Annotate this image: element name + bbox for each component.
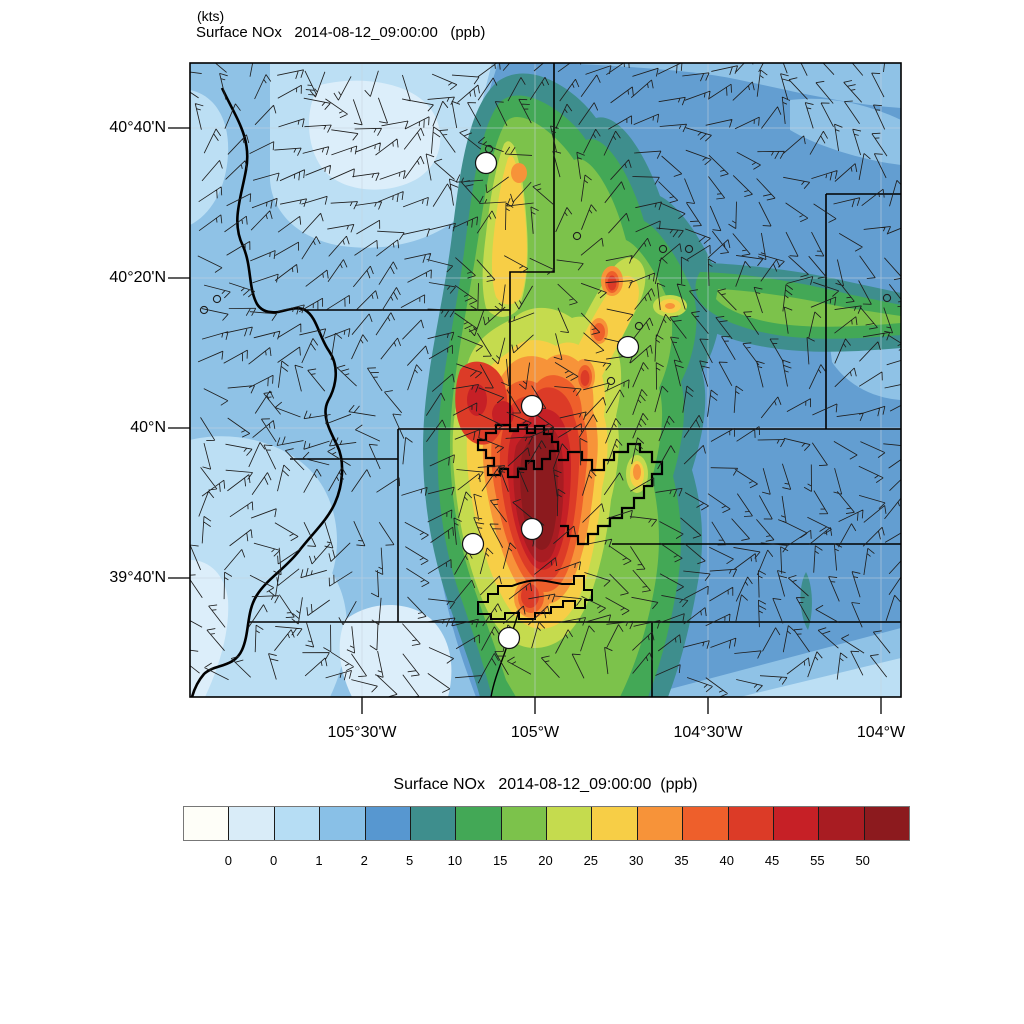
graticule-gridlines: [190, 63, 901, 697]
county-boundaries: [248, 63, 901, 697]
mountain-ridge-line: [190, 87, 520, 697]
colorbar-tick-label: 40: [719, 853, 734, 868]
calm-wind-circle: [882, 293, 892, 303]
colorbar-tick-label: 0: [224, 853, 232, 868]
calm-wind-circle: [212, 294, 222, 304]
colorbar-tick-label: 20: [538, 853, 553, 868]
wind-barbs: [190, 63, 901, 697]
colorbar-segment: [818, 807, 864, 840]
colorbar-segment: [455, 807, 501, 840]
calm-wind-circle: [658, 244, 668, 254]
calm-wind-circle: [684, 244, 694, 254]
colorbar-tick-label: 2: [360, 853, 368, 868]
colorbar-segment: [364, 807, 410, 840]
calm-wind-circle: [199, 305, 209, 315]
map-layers: [190, 63, 901, 697]
calm-wind-circle: [606, 376, 616, 386]
lon-tick-label: 105°W: [510, 724, 560, 741]
colorbar-segment: [727, 807, 773, 840]
colorbar-tick-label: 30: [628, 853, 644, 868]
plot-title: Surface NOx 2014-08-12_09:00:00 (ppb): [196, 24, 486, 41]
lon-tick-label: 104°30'W: [673, 724, 743, 741]
colorbar-segment: [228, 807, 274, 840]
calm-wind-circles: [199, 144, 892, 386]
colorbar-tick-label: 35: [674, 853, 689, 868]
station-marker: [497, 626, 521, 650]
colorbar-tick-label: 1: [315, 853, 323, 868]
aurora-boundary: [558, 442, 664, 546]
denver-county-boundary: [476, 423, 560, 479]
station-marker: [616, 335, 640, 359]
south-metro-boundary: [477, 575, 593, 620]
colorbar-title: Surface NOx 2014-08-12_09:00:00 (ppb): [393, 776, 698, 793]
colorbar-tick-label: 10: [447, 853, 463, 868]
colorbar-segment: [636, 807, 683, 840]
colorbar-segment: [682, 807, 728, 840]
colorbar-tick-label: 25: [583, 853, 599, 868]
colorbar-segment: [273, 807, 320, 840]
colorbar-segment: [591, 807, 637, 840]
colorbar-tick-label: 5: [405, 853, 414, 868]
colorbar-tick-label: 50: [855, 853, 870, 868]
colorbar-segment: [500, 807, 546, 840]
wind-units-label: (kts): [197, 8, 225, 24]
calm-wind-circle: [634, 321, 644, 331]
river-line: [490, 609, 520, 697]
map-frame: [189, 62, 902, 698]
colorbar-segment: [863, 807, 909, 840]
station-marker: [474, 151, 498, 175]
station-markers: [461, 151, 640, 650]
lat-tick-label: 40°N: [130, 419, 166, 436]
colorbar-segment: [772, 807, 819, 840]
station-marker: [520, 517, 544, 541]
lon-tick-label: 104°W: [856, 724, 906, 741]
station-marker: [520, 394, 544, 418]
colorbar-tick-label: 15: [492, 853, 508, 868]
colorbar-segment: [184, 807, 229, 840]
lat-tick-label: 39°40'N: [109, 569, 166, 586]
axis-ticks: [168, 127, 882, 714]
colorbar-segment: [409, 807, 456, 840]
calm-wind-circle: [572, 231, 582, 241]
colorbar-segment: [546, 807, 592, 840]
colorbar-tick-label: 45: [764, 853, 780, 868]
lat-tick-label: 40°20'N: [109, 269, 166, 286]
lon-tick-label: 105°30'W: [327, 724, 397, 741]
lat-tick-label: 40°40'N: [109, 119, 166, 136]
colorbar-tick-label: 55: [810, 853, 825, 868]
colorbar-segment: [319, 807, 365, 840]
contour-fill-layers: [423, 73, 901, 697]
colorbar-tick-label: 0: [270, 853, 278, 868]
station-marker: [461, 532, 485, 556]
colorbar: [183, 806, 910, 841]
